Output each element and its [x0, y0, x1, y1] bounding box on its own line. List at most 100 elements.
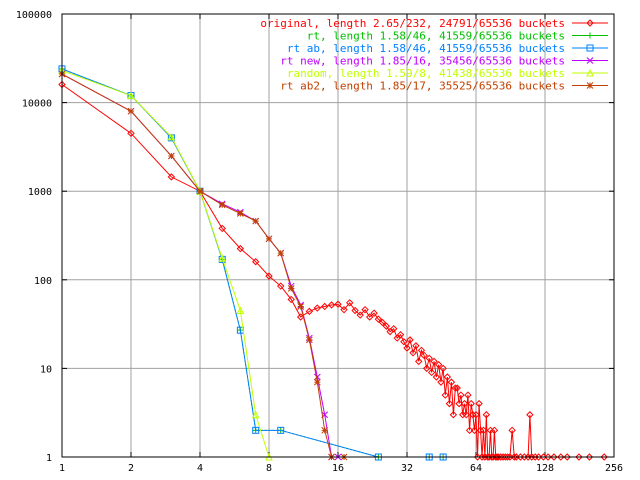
legend-item: rt new, length 1.85/16, 35456/65536 buck… [280, 55, 608, 68]
data-point [252, 426, 260, 434]
data-point [168, 152, 175, 160]
y-tick-label: 10 [40, 364, 52, 375]
data-point [449, 411, 458, 419]
y-axis: 1 10 100 1000 10000 100000 [16, 10, 614, 464]
data-point [167, 173, 176, 181]
data-point [389, 325, 398, 333]
data-point [430, 357, 438, 366]
data-point [445, 399, 454, 408]
series-1 [58, 80, 608, 461]
data-point [544, 453, 552, 461]
data-point [313, 304, 322, 312]
data-point [306, 336, 313, 344]
data-point [478, 453, 486, 461]
data-point [439, 364, 447, 373]
data-point [265, 235, 273, 243]
data-point [490, 426, 499, 435]
legend-swatch-marker [586, 19, 594, 27]
data-point [451, 384, 460, 392]
legend-swatch-marker [586, 57, 594, 64]
data-point [482, 411, 491, 419]
series-line [61, 70, 270, 458]
legend-swatch-marker [586, 44, 594, 52]
data-point [252, 217, 260, 225]
data-point [470, 426, 479, 435]
data-point [287, 285, 295, 292]
data-point [251, 410, 260, 419]
x-tick-label: 2 [128, 463, 134, 474]
data-point [340, 305, 348, 314]
data-point [467, 399, 475, 408]
x-tick-label: 32 [401, 463, 413, 474]
data-point [479, 426, 488, 435]
data-point [277, 282, 285, 290]
data-point [550, 453, 558, 461]
grid-lines [62, 14, 614, 457]
legend-item: rt, length 1.58/46, 41559/65536 buckets [307, 30, 608, 43]
data-point [313, 373, 321, 381]
data-point [334, 300, 342, 308]
data-point [251, 258, 260, 266]
data-point [434, 361, 443, 369]
data-point [457, 391, 465, 399]
data-point [305, 307, 314, 316]
data-point [327, 301, 336, 309]
data-point [400, 338, 408, 346]
x-tick-label: 1 [59, 463, 65, 474]
data-point [351, 306, 359, 315]
data-point [417, 346, 426, 355]
data-point [265, 272, 273, 280]
x-axis: 1 2 4 8 16 32 64 128 256 [59, 14, 623, 474]
data-point [447, 378, 456, 386]
data-point [425, 354, 433, 363]
data-point [465, 426, 474, 435]
data-point [600, 453, 608, 461]
legend-label: rt ab, length 1.58/46, 41559/65536 bucke… [287, 42, 565, 55]
data-point [127, 107, 135, 115]
data-point [472, 411, 480, 419]
legend-item: random, length 1.59/8, 41438/65536 bucke… [287, 67, 608, 80]
data-point [365, 313, 374, 321]
data-point [277, 426, 285, 434]
y-tick-label: 1000 [28, 187, 52, 198]
legend-swatch-marker [587, 32, 593, 39]
data-point [469, 411, 477, 419]
data-point [393, 334, 401, 342]
data-point [441, 391, 449, 399]
y-tick-label: 100 [34, 276, 52, 287]
legend-label: rt, length 1.58/46, 41559/65536 buckets [307, 30, 565, 43]
data-point [370, 309, 378, 317]
data-point [503, 453, 512, 461]
data-point [218, 224, 226, 233]
data-point [127, 129, 135, 138]
y-tick-label: 10000 [22, 99, 52, 110]
data-point [563, 453, 571, 461]
legend-label: rt ab2, length 1.85/17, 35525/65536 buck… [280, 80, 565, 93]
data-point [508, 426, 516, 435]
data-point [374, 315, 383, 323]
data-point [510, 453, 518, 461]
data-point [420, 351, 428, 360]
data-point [236, 244, 245, 253]
legend-swatch-marker [586, 82, 594, 89]
data-point [406, 336, 414, 344]
data-point [437, 378, 445, 386]
data-point [218, 201, 226, 209]
data-point [585, 453, 594, 461]
data-point [218, 254, 227, 262]
x-tick-label: 8 [266, 463, 272, 474]
legend-label: original, length 2.65/232, 24791/65536 b… [260, 17, 565, 30]
data-point [321, 426, 329, 434]
data-point [356, 311, 364, 319]
data-point [313, 378, 321, 386]
data-point [443, 373, 452, 381]
data-point [557, 453, 565, 461]
data-point [361, 305, 369, 314]
legend-swatch-marker [586, 68, 594, 77]
data-point [277, 249, 285, 257]
data-point [455, 399, 463, 408]
data-point [287, 295, 295, 304]
legend-label: rt new, length 1.85/16, 35456/65536 buck… [280, 55, 565, 68]
data-point [453, 384, 461, 392]
data-point [382, 322, 391, 330]
